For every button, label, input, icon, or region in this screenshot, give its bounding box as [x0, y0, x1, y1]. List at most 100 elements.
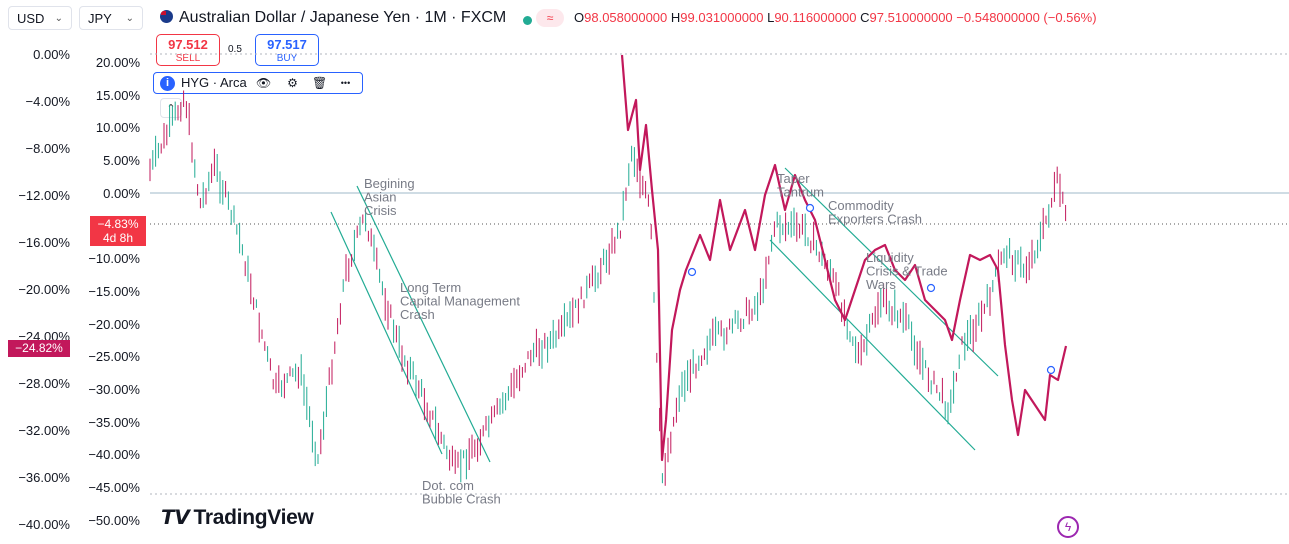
- delete-icon[interactable]: 🗑: [312, 76, 328, 90]
- right-axis-tick: −30.00%: [88, 382, 140, 397]
- tradingview-logo[interactable]: 𝙏𝙑 TradingView: [161, 505, 314, 530]
- annotation-line: Bubble Crash: [422, 492, 501, 507]
- currency-left-label: USD: [17, 11, 45, 26]
- annotation-line: Capital Management: [400, 294, 520, 309]
- collapse-legend-button[interactable]: ⌃: [160, 98, 182, 118]
- buy-label: BUY: [276, 53, 298, 64]
- right-axis-tick: −25.00%: [88, 349, 140, 365]
- tradingview-logo-icon: 𝙏𝙑: [161, 507, 190, 529]
- indicator-legend-hyg[interactable]: i HYG · Arca 👁 ⚙ 🗑 •••: [153, 72, 363, 94]
- left-axis-tick: −16.00%: [18, 235, 70, 250]
- annotation-line: Tantrum: [777, 185, 824, 200]
- countdown-time: 4d 8h: [102, 231, 134, 245]
- left-axis-tick: 0.00%: [33, 47, 70, 62]
- currency-select-left[interactable]: USD ⌄: [8, 6, 72, 30]
- ohlc-close-value: 97.510000000: [869, 10, 953, 25]
- marker-circle: [1046, 365, 1056, 375]
- ohlc-legend: O98.058000000 H99.031000000 L90.11600000…: [574, 6, 1097, 30]
- annotation-line: Liquidity: [866, 250, 914, 265]
- candles: [149, 90, 1067, 486]
- chevron-down-icon: ⌄: [125, 13, 134, 24]
- right-axis-tick: 15.00%: [95, 87, 140, 103]
- right-axis-tick: 20.00%: [95, 55, 140, 70]
- symbol-title-text: Australian Dollar / Japanese Yen · 1M · …: [179, 9, 507, 26]
- left-axis-tick: −40.00%: [18, 517, 70, 532]
- ohlc-low-value: 90.116000000: [774, 10, 857, 25]
- ohlc-close-label: C: [860, 10, 870, 25]
- right-axis-tick: 10.00%: [95, 120, 140, 136]
- ohlc-open-value: 98.058000000: [584, 10, 668, 25]
- trend-line: [356, 185, 491, 463]
- indicator-name: HYG · Arca: [181, 75, 247, 90]
- markers: [687, 203, 1056, 375]
- annotation-line: Wars: [866, 277, 896, 292]
- trend-line: [769, 239, 976, 451]
- annotation-line: Crisis & Trade: [866, 264, 948, 279]
- ohlc-open-label: O: [574, 10, 585, 25]
- tradingview-logo-text: TradingView: [193, 506, 314, 529]
- chart-annotation: Liquidity Crisis & Trade Wars: [866, 250, 948, 292]
- annotation-line: Crisis: [364, 203, 397, 218]
- chart-annotation: Dot. com Bubble Crash: [422, 478, 501, 507]
- market-open-icon[interactable]: [523, 16, 532, 25]
- annotation-line: Taper: [777, 171, 810, 186]
- annotations: Begining Asian Crisis Long Term Capital Mana…: [364, 171, 948, 507]
- lightning-icon[interactable]: ϟ: [1057, 516, 1079, 538]
- sell-button[interactable]: 97.512 SELL: [156, 34, 220, 66]
- right-axis-tick: −35.00%: [88, 414, 140, 430]
- settings-icon[interactable]: ⚙: [287, 76, 298, 90]
- trend-line: [330, 211, 443, 455]
- left-axis-tick: −4.00%: [25, 94, 70, 109]
- left-axis-tick: −36.00%: [18, 470, 70, 485]
- annotation-line: Long Term: [400, 280, 461, 295]
- ohlc-low-label: L: [767, 10, 775, 25]
- right-axis-tick: −15.00%: [88, 283, 140, 299]
- eye-icon[interactable]: 👁: [256, 76, 272, 90]
- chart-grid: [150, 53, 1289, 495]
- chart-annotation: Commodity Exporters Crash: [828, 198, 922, 227]
- chart-annotation: Begining Asian Crisis: [364, 176, 415, 218]
- left-axis-tick: −8.00%: [25, 141, 70, 156]
- sell-price: 97.512: [168, 37, 208, 52]
- hyg-value-badge: −24.82%: [8, 340, 70, 357]
- marker-circle: [687, 267, 697, 277]
- hyg-line: [620, 54, 1068, 462]
- spread-value: 0.5: [228, 44, 242, 55]
- chart-annotation: Long Term Capital Management Crash: [400, 280, 520, 322]
- right-axis-tick: 5.00%: [103, 153, 140, 169]
- symbol-title[interactable]: Australian Dollar / Japanese Yen · 1M · …: [160, 6, 506, 30]
- annotation-line: Begining: [364, 176, 415, 191]
- annotation-line: Crash: [400, 307, 435, 322]
- right-axis-tick: −40.00%: [88, 447, 140, 463]
- right-axis-tick: −50.00%: [88, 512, 140, 528]
- left-axis-tick: −20.00%: [18, 282, 70, 297]
- right-axis-tick: −45.00%: [88, 480, 140, 496]
- marker-circle: [805, 203, 815, 213]
- data-delay-icon[interactable]: ≈: [536, 9, 564, 27]
- buy-button[interactable]: 97.517 BUY: [255, 34, 319, 66]
- right-axis-tick: −20.00%: [88, 316, 140, 332]
- countdown-value: −4.83%: [97, 217, 139, 231]
- annotation-line: Commodity: [828, 198, 894, 213]
- buy-price: 97.517: [267, 37, 307, 52]
- currency-right-label: JPY: [88, 11, 112, 26]
- more-icon[interactable]: •••: [340, 78, 351, 88]
- marker-circle: [926, 283, 936, 293]
- left-axis-tick: −12.00%: [18, 188, 70, 203]
- ohlc-change: −0.548000000 (−0.56%): [956, 10, 1097, 25]
- annotation-line: Exporters Crash: [828, 212, 922, 227]
- right-axis-tick: −10.00%: [88, 251, 140, 267]
- ohlc-high-value: 99.031000000: [680, 10, 764, 25]
- sell-label: SELL: [175, 53, 201, 64]
- annotation-line: Asian: [364, 190, 397, 205]
- chevron-down-icon: ⌄: [54, 13, 63, 24]
- australia-flag-icon: [160, 10, 173, 23]
- right-axis-tick: 0.00%: [103, 185, 140, 201]
- left-axis-tick: −32.00%: [18, 423, 70, 438]
- info-icon[interactable]: i: [160, 76, 175, 91]
- currency-select-right[interactable]: JPY ⌄: [79, 6, 143, 30]
- chart-annotation: Taper Tantrum: [777, 171, 824, 200]
- annotation-line: Dot. com: [422, 478, 474, 493]
- left-axis-tick: −28.00%: [18, 376, 70, 391]
